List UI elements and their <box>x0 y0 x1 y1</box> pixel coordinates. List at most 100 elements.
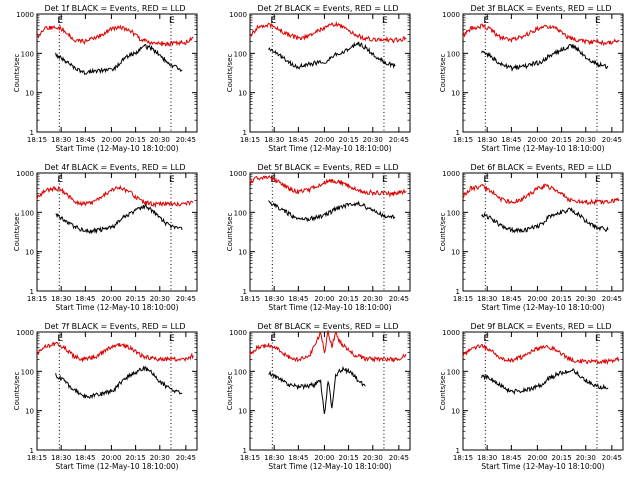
event-marker-label: E <box>382 175 388 185</box>
event-marker-label: E <box>270 175 276 185</box>
lld-rate-line <box>249 20 407 44</box>
y-tick-label: 100 <box>21 368 34 376</box>
y-tick-label: 1 <box>456 129 460 137</box>
panel-title: Det 1f BLACK = Events, RED = LLD <box>44 4 185 13</box>
event-marker-label: E <box>57 16 63 26</box>
x-tick-label: 18:15 <box>453 454 473 462</box>
x-tick-label: 18:30 <box>477 454 497 462</box>
y-tick-label: 1 <box>30 288 34 296</box>
x-tick-label: 18:30 <box>264 295 284 303</box>
y-tick-label: 1000 <box>442 329 460 337</box>
x-axis-label: Start Time (12-May-10 18:10:00) <box>268 303 391 312</box>
x-tick-label: 20:45 <box>389 454 409 462</box>
panel-det-2f: Det 2f BLACK = Events, RED = LLD 1 10 100 10… <box>226 4 411 153</box>
lld-rate-line <box>462 343 620 366</box>
x-tick-label: 20:45 <box>176 454 196 462</box>
event-marker-label: E <box>595 175 601 185</box>
events-rate-line <box>268 365 366 414</box>
event-marker-label: E <box>483 175 489 185</box>
x-tick-label: 20:45 <box>176 136 196 144</box>
lld-rate-line <box>36 24 194 47</box>
panel-title: Det 2f BLACK = Events, RED = LLD <box>257 4 398 13</box>
event-marker-label: E <box>595 334 601 344</box>
x-tick-label: 20:15 <box>552 454 572 462</box>
y-tick-label: 1000 <box>16 11 34 19</box>
event-marker-label: E <box>270 334 276 344</box>
x-tick-label: 18:45 <box>75 295 95 303</box>
event-marker-label: E <box>483 16 489 26</box>
x-tick-label: 20:15 <box>339 136 359 144</box>
plot-frame <box>249 331 411 451</box>
panel-det-6f: Det 6f BLACK = Events, RED = LLD 1 10 100 10… <box>439 163 624 312</box>
x-tick-label: 20:15 <box>552 295 572 303</box>
lld-rate-line <box>36 184 194 209</box>
x-tick-label: 18:15 <box>27 454 47 462</box>
event-marker-label: E <box>169 334 175 344</box>
events-rate-line <box>268 200 396 223</box>
y-tick-label: 1000 <box>229 329 247 337</box>
y-tick-label: 1000 <box>16 329 34 337</box>
y-axis-label: Counts/sec <box>226 372 234 411</box>
x-tick-label: 20:00 <box>527 136 547 144</box>
x-tick-label: 18:45 <box>75 136 95 144</box>
events-rate-line <box>481 207 609 234</box>
event-marker-label: E <box>169 16 175 26</box>
y-axis-label: Counts/sec <box>226 213 234 252</box>
x-tick-label: 18:45 <box>75 454 95 462</box>
panel-det-1f: Det 1f BLACK = Events, RED = LLD 1 10 100 10… <box>13 4 198 153</box>
x-tick-label: 20:30 <box>363 136 383 144</box>
y-tick-label: 1 <box>30 447 34 455</box>
event-marker-label: E <box>57 175 63 185</box>
x-axis-label: Start Time (12-May-10 18:10:00) <box>481 144 604 153</box>
x-tick-label: 18:30 <box>51 136 71 144</box>
x-axis-label: Start Time (12-May-10 18:10:00) <box>481 303 604 312</box>
y-tick-label: 100 <box>234 209 247 217</box>
y-tick-label: 1000 <box>229 11 247 19</box>
x-tick-label: 18:30 <box>477 136 497 144</box>
x-tick-label: 18:30 <box>264 136 284 144</box>
x-tick-label: 18:45 <box>501 295 521 303</box>
x-tick-label: 18:15 <box>453 136 473 144</box>
panel-title: Det 8f BLACK = Events, RED = LLD <box>257 322 398 331</box>
y-tick-label: 10 <box>238 408 247 416</box>
y-tick-label: 100 <box>234 368 247 376</box>
panel-title: Det 9f BLACK = Events, RED = LLD <box>470 322 611 331</box>
x-axis-label: Start Time (12-May-10 18:10:00) <box>268 144 391 153</box>
y-tick-label: 100 <box>21 50 34 58</box>
x-tick-label: 20:00 <box>314 136 334 144</box>
event-marker-label: E <box>57 334 63 344</box>
lld-rate-line <box>462 23 620 47</box>
plot-frame <box>462 172 624 292</box>
panel-det-9f: Det 9f BLACK = Events, RED = LLD 1 10 100 10… <box>439 322 624 471</box>
x-tick-label: 20:00 <box>314 295 334 303</box>
x-tick-label: 20:30 <box>576 136 596 144</box>
x-tick-label: 20:45 <box>389 136 409 144</box>
panel-title: Det 5f BLACK = Events, RED = LLD <box>257 163 398 172</box>
panel-title: Det 3f BLACK = Events, RED = LLD <box>470 4 611 13</box>
x-tick-label: 18:15 <box>453 295 473 303</box>
x-tick-label: 20:45 <box>602 136 622 144</box>
y-axis-label: Counts/sec <box>439 213 447 252</box>
x-tick-label: 18:15 <box>240 454 260 462</box>
y-tick-label: 10 <box>25 408 34 416</box>
x-tick-label: 20:15 <box>552 136 572 144</box>
x-axis-label: Start Time (12-May-10 18:10:00) <box>55 144 178 153</box>
x-tick-label: 18:45 <box>288 136 308 144</box>
plot-frame <box>462 13 624 133</box>
events-rate-line <box>268 41 396 70</box>
y-tick-label: 10 <box>451 408 460 416</box>
x-tick-label: 18:15 <box>240 136 260 144</box>
y-tick-label: 1 <box>243 447 247 455</box>
x-tick-label: 20:00 <box>314 454 334 462</box>
x-tick-label: 20:45 <box>176 295 196 303</box>
y-tick-label: 10 <box>238 90 247 98</box>
y-tick-label: 100 <box>21 209 34 217</box>
y-tick-label: 100 <box>447 368 460 376</box>
y-tick-label: 1000 <box>229 170 247 178</box>
plot-frame <box>36 13 198 133</box>
events-rate-line <box>481 43 609 72</box>
x-tick-label: 18:30 <box>264 454 284 462</box>
events-rate-line <box>55 365 183 400</box>
y-tick-label: 1 <box>243 288 247 296</box>
x-tick-label: 20:00 <box>101 295 121 303</box>
